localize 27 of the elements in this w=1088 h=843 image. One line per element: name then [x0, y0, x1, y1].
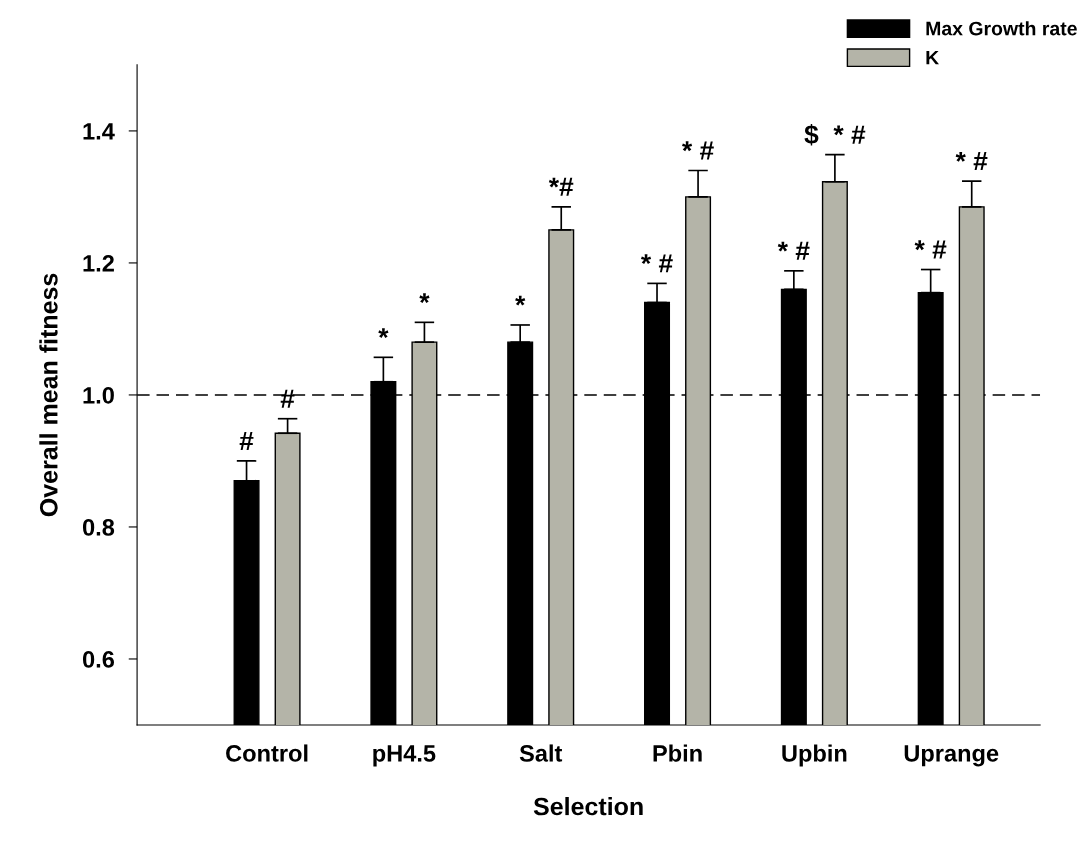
x-tick-label: Salt: [519, 744, 563, 762]
y-tick-label: 1.4: [83, 123, 115, 140]
x-axis-title: Selection: [533, 796, 643, 816]
annotation: * #: [777, 241, 810, 260]
legend-label: Max Growth rate: [926, 21, 1077, 36]
annotation: *#: [548, 177, 574, 196]
y-tick-label: 0.6: [82, 651, 115, 668]
annotation: * #: [955, 151, 988, 171]
y-axis-title: Overall mean fitness: [39, 273, 58, 517]
annotation: * #: [914, 240, 947, 259]
annotation: * #: [682, 141, 714, 160]
x-tick-label: pH4.5: [373, 745, 436, 767]
x-tick-label: Pbin: [653, 744, 702, 762]
x-tick-label: Control: [226, 744, 308, 762]
annotation: $ * #: [804, 124, 866, 146]
annotation: #: [280, 389, 295, 408]
y-tick-label: 1.2: [83, 255, 114, 272]
x-tick-label: Upbin: [782, 744, 847, 767]
y-tick-label: 1.0: [83, 387, 114, 404]
annotation: *: [419, 293, 430, 303]
annotation: *: [378, 328, 389, 338]
y-tick-label: 0.8: [82, 519, 115, 536]
legend-label: K: [926, 50, 940, 65]
x-tick-label: Uprange: [904, 745, 999, 767]
annotation: #: [239, 431, 254, 450]
annotation: *: [515, 295, 526, 306]
annotation: * #: [640, 254, 673, 273]
